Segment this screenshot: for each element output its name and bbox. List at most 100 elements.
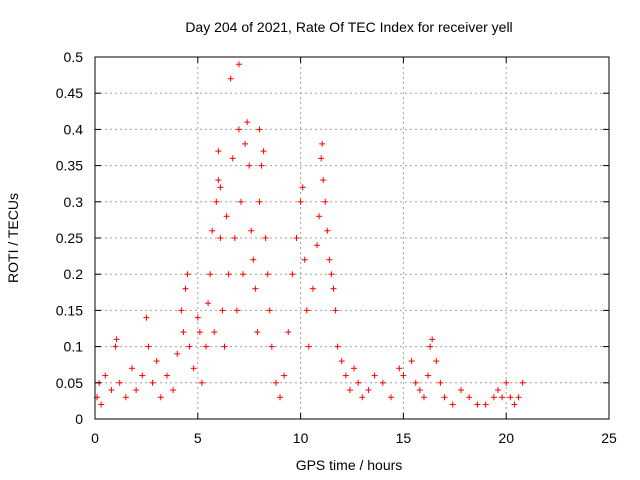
data-points — [94, 61, 526, 408]
chart-title: Day 204 of 2021, Rate Of TEC Index for r… — [185, 19, 512, 35]
data-point — [215, 177, 222, 184]
data-point — [256, 198, 263, 205]
data-point — [466, 394, 473, 401]
data-point — [322, 198, 329, 205]
data-point — [338, 358, 345, 365]
data-point — [237, 198, 244, 205]
data-point — [217, 235, 224, 241]
data-point — [153, 358, 160, 365]
x-tick-label: 5 — [194, 430, 202, 446]
data-point — [129, 365, 136, 372]
data-point — [433, 358, 440, 365]
data-point — [258, 162, 265, 169]
gridlines — [95, 57, 609, 419]
data-point — [139, 372, 146, 379]
data-point — [113, 336, 120, 343]
data-point — [235, 61, 242, 68]
data-point — [316, 213, 323, 220]
data-point — [272, 379, 279, 386]
data-point — [211, 329, 218, 336]
y-axis-ticks: 0 0.05 0.1 0.15 0.2 0.25 0.3 0.35 0.4 0.45 0.5 — [56, 49, 609, 427]
data-point — [198, 379, 205, 386]
data-point — [507, 394, 514, 401]
data-point — [328, 271, 335, 278]
data-point — [334, 343, 341, 350]
data-point — [318, 155, 325, 162]
data-point — [182, 285, 189, 292]
y-tick-label: 0.4 — [64, 121, 84, 137]
data-point — [277, 394, 284, 401]
data-point — [285, 329, 292, 336]
data-point — [371, 372, 378, 379]
data-point — [133, 387, 140, 394]
y-tick-label: 0.1 — [64, 339, 84, 355]
data-point — [254, 329, 261, 336]
data-point — [365, 387, 372, 394]
data-point — [388, 394, 395, 401]
data-point — [482, 401, 489, 408]
x-axis-ticks: 0 5 10 15 20 25 — [91, 57, 617, 446]
data-point — [408, 358, 415, 365]
data-point — [143, 314, 150, 321]
data-point — [231, 235, 238, 241]
data-point — [359, 394, 366, 401]
data-point — [248, 227, 255, 234]
data-point — [112, 343, 119, 350]
y-tick-label: 0.15 — [56, 302, 83, 318]
data-point — [203, 343, 210, 350]
data-point — [196, 329, 203, 336]
data-point — [490, 394, 497, 401]
data-point — [221, 343, 228, 350]
data-point — [320, 177, 327, 184]
data-point — [184, 271, 191, 278]
data-point — [474, 401, 481, 408]
data-point — [209, 227, 216, 234]
data-point — [246, 162, 253, 169]
data-point — [240, 271, 247, 278]
data-point — [427, 343, 434, 350]
data-point — [217, 184, 224, 191]
data-point — [229, 155, 236, 162]
data-point — [324, 227, 331, 234]
data-point — [250, 256, 257, 263]
data-point — [157, 394, 164, 401]
data-point — [122, 394, 129, 401]
data-point — [305, 343, 312, 350]
y-tick-label: 0.3 — [64, 194, 84, 210]
data-point — [330, 285, 337, 292]
y-axis-label: ROTI / TECUs — [5, 193, 21, 283]
data-point — [163, 372, 170, 379]
data-point — [170, 387, 177, 394]
x-tick-label: 15 — [396, 430, 412, 446]
data-point — [449, 401, 456, 408]
y-tick-label: 0.05 — [56, 375, 83, 391]
data-point — [416, 387, 423, 394]
data-point — [515, 394, 522, 401]
data-point — [293, 235, 300, 241]
data-point — [400, 372, 407, 379]
data-point — [223, 213, 230, 220]
data-point — [309, 285, 316, 292]
x-axis-label: GPS time / hours — [296, 457, 403, 473]
data-point — [145, 343, 152, 350]
data-point — [494, 387, 501, 394]
y-tick-label: 0.5 — [64, 49, 84, 65]
data-point — [252, 285, 259, 292]
data-point — [149, 379, 156, 386]
data-point — [242, 140, 249, 147]
data-point — [346, 387, 353, 394]
data-point — [205, 300, 212, 307]
data-point — [355, 379, 362, 386]
x-tick-label: 10 — [293, 430, 309, 446]
data-point — [379, 379, 386, 386]
data-point — [519, 379, 526, 386]
data-point — [262, 235, 269, 241]
data-point — [412, 379, 419, 386]
x-tick-label: 25 — [601, 430, 617, 446]
data-point — [116, 379, 123, 386]
data-point — [326, 256, 333, 263]
data-point — [244, 119, 251, 126]
data-point — [186, 343, 193, 350]
data-point — [511, 401, 518, 408]
